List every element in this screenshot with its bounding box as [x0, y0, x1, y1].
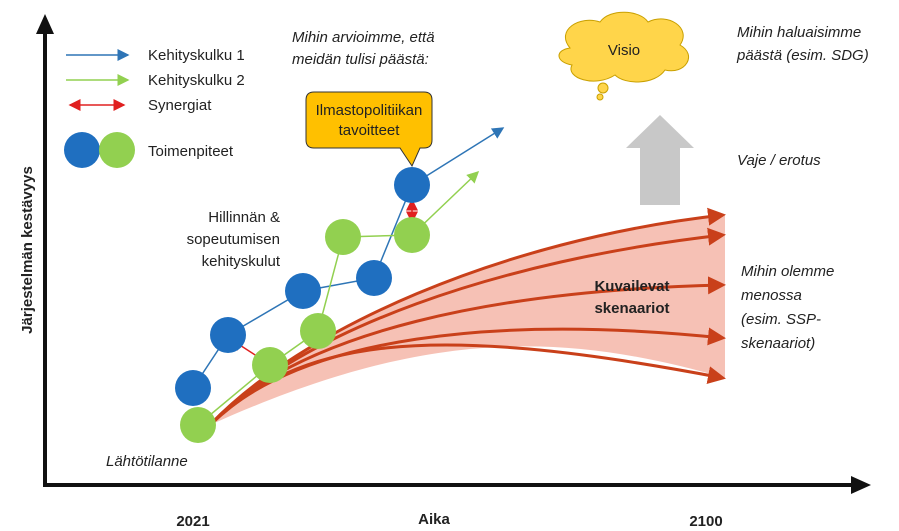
x-start: 2021 [176, 513, 209, 530]
x-axis-label: Aika [418, 511, 450, 528]
target-question: meidän tulisi päästä: [292, 51, 429, 68]
y-axis-label: Järjestelmän kestävyys [19, 166, 36, 334]
legend-label: Toimenpiteet [148, 143, 234, 160]
heading-note: skenaariot) [741, 335, 815, 352]
callout-text: Ilmastopolitiikan [316, 102, 423, 119]
heading-note: menossa [741, 287, 802, 304]
legend: Kehityskulku 1 Kehityskulku 2 Synergiat … [64, 47, 245, 168]
start-label: Lähtötilanne [106, 453, 188, 470]
gap-note: Vaje / erotus [737, 152, 821, 169]
heading-note: (esim. SSP- [741, 311, 821, 328]
x-end: 2100 [689, 513, 722, 530]
axes [43, 30, 855, 487]
target-question: Mihin arvioimme, että [292, 29, 435, 46]
vision: Visio [608, 42, 640, 59]
vision-cloud [558, 11, 690, 101]
pathways-label: Hillinnän & [208, 209, 280, 226]
vision-note: Mihin haluaisimme [737, 24, 861, 41]
scenarios-label: Kuvailevat [594, 278, 669, 295]
scenario-lines [208, 207, 726, 427]
legend-label: Kehityskulku 1 [148, 47, 245, 64]
pathways-label: sopeutumisen [187, 231, 280, 248]
gap-arrow [626, 115, 694, 205]
scenarios-label: skenaariot [594, 300, 669, 317]
measures [175, 167, 430, 443]
callout [305, 91, 433, 168]
vision-note: päästä (esim. SDG) [736, 47, 869, 64]
legend-label: Kehityskulku 2 [148, 72, 245, 89]
scenario-area [210, 215, 725, 425]
callout-text: tavoitteet [339, 122, 401, 139]
pathways-label: kehityskulut [202, 253, 281, 270]
legend-label: Synergiat [148, 97, 212, 114]
heading-note: Mihin olemme [741, 263, 834, 280]
